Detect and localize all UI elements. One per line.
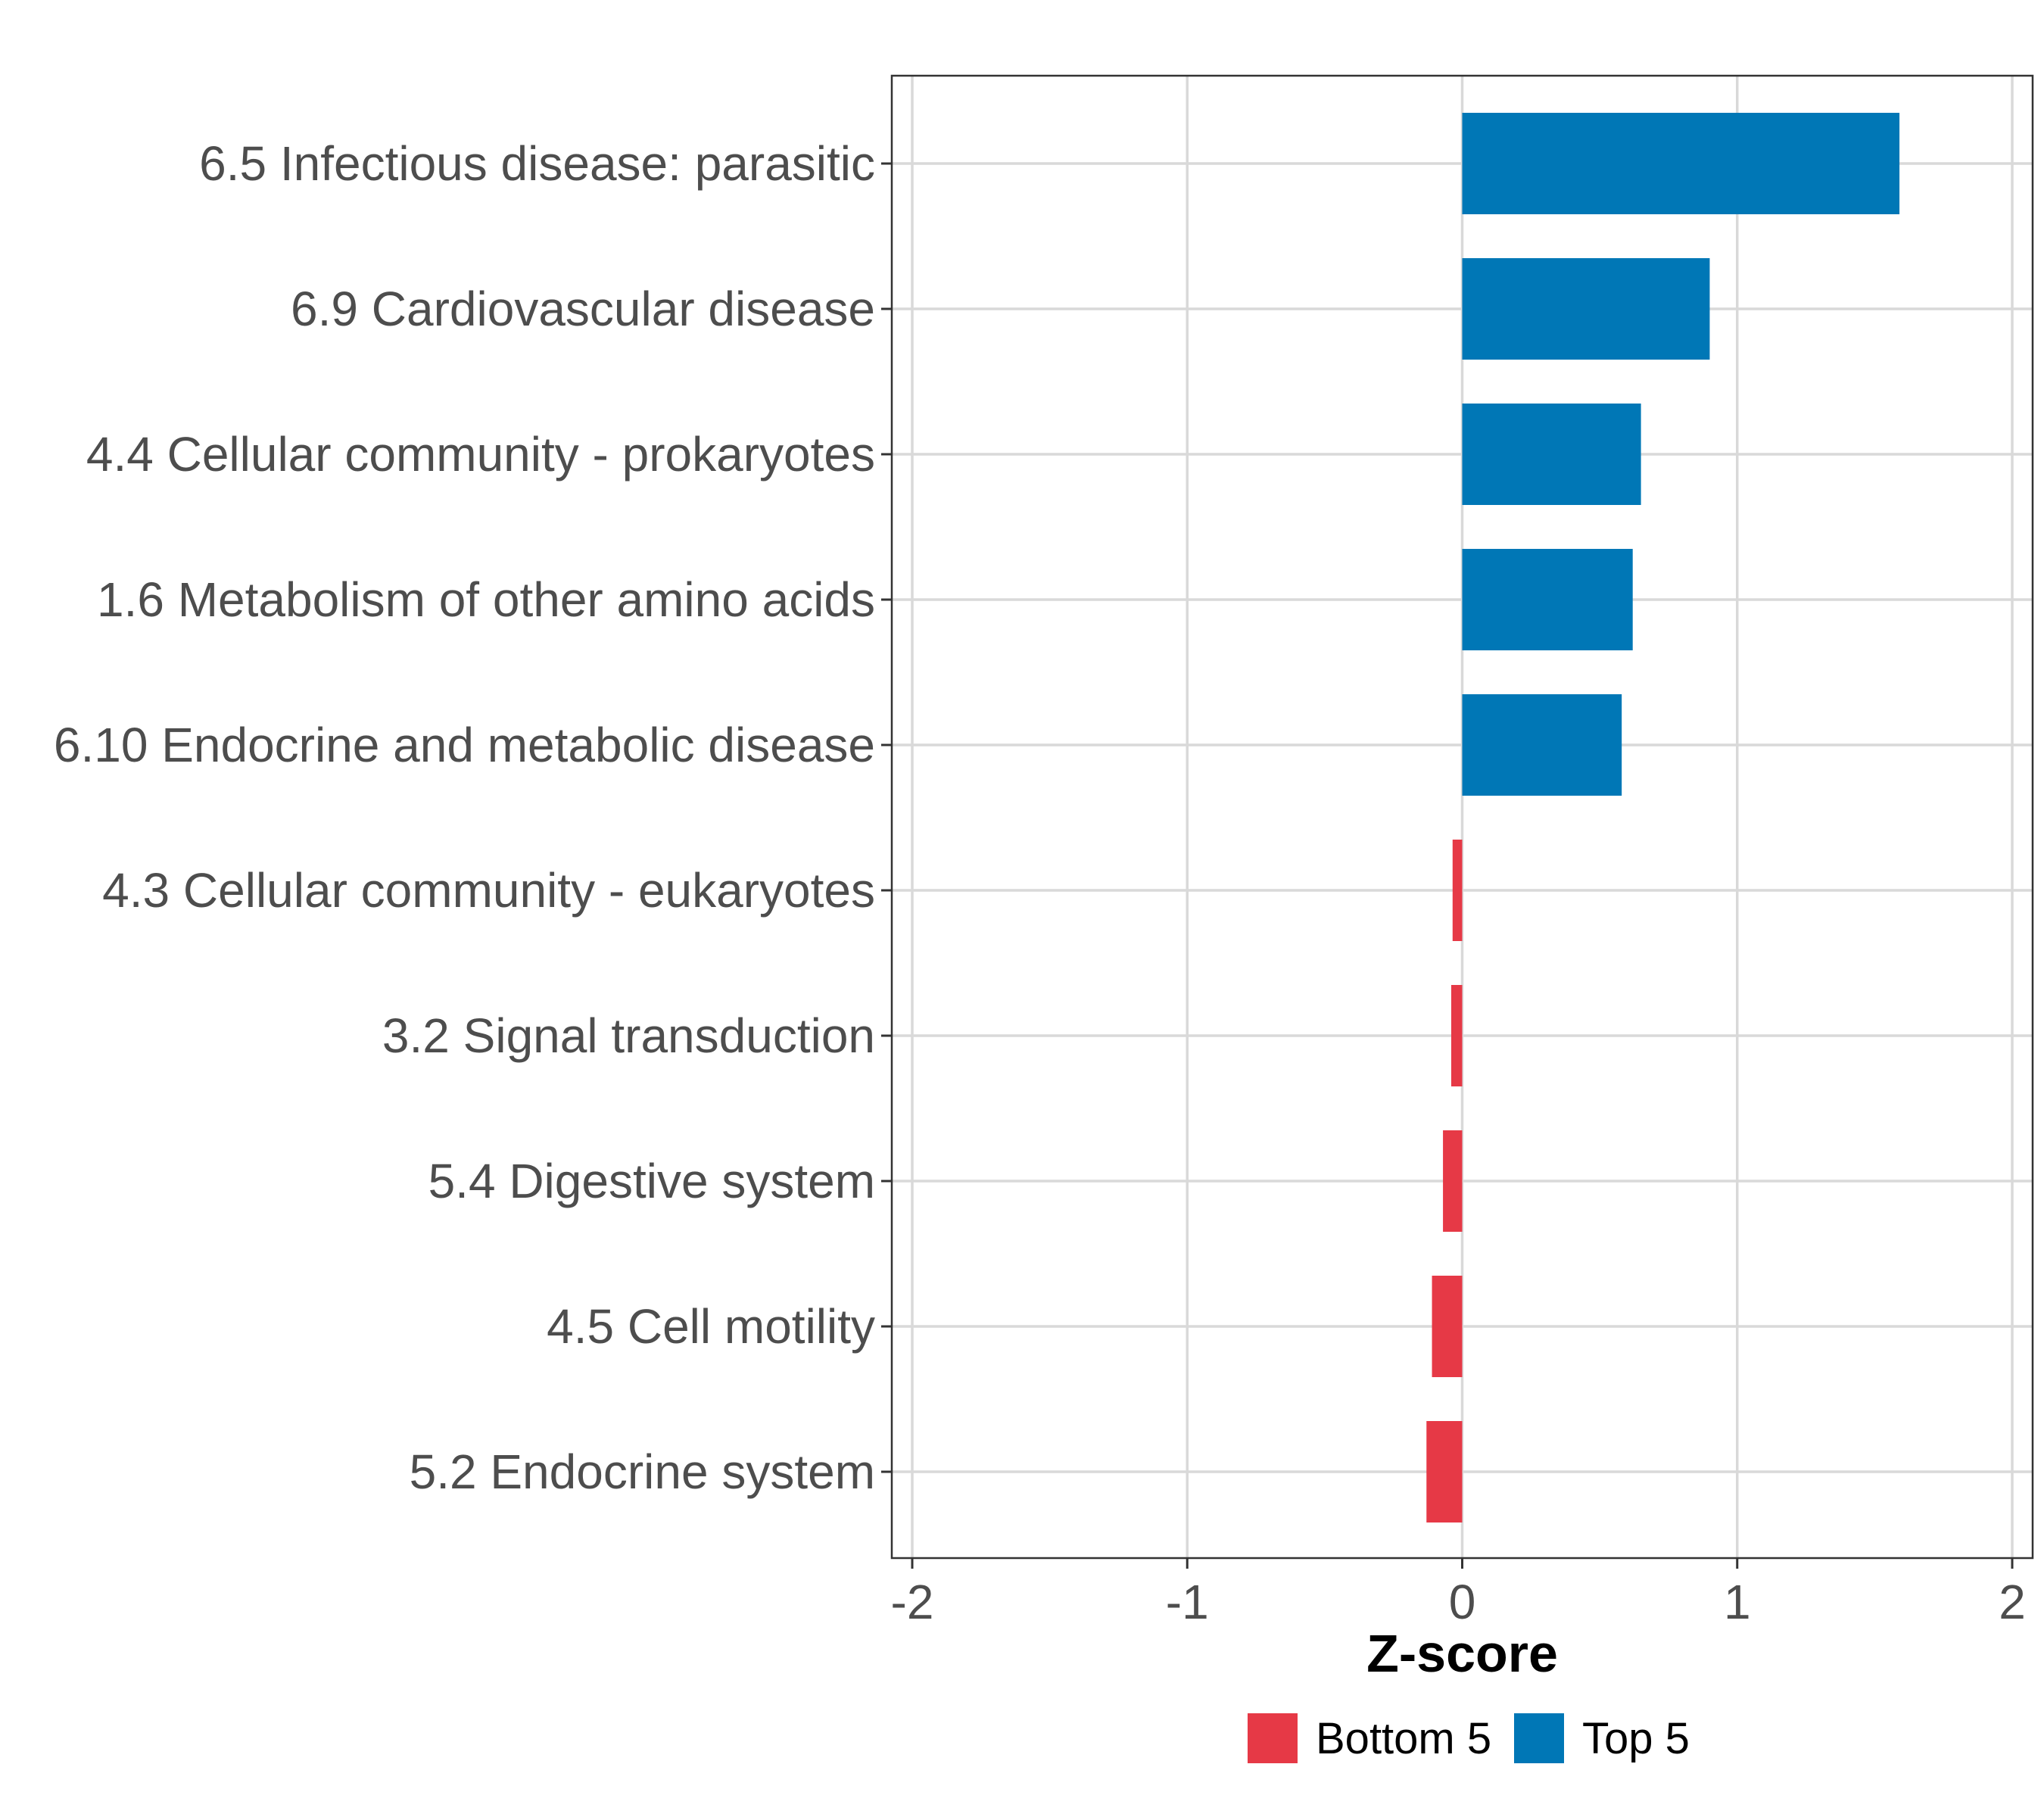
bar — [1452, 840, 1463, 941]
bar — [1443, 1130, 1463, 1232]
bar — [1462, 694, 1622, 796]
bar — [1462, 549, 1633, 650]
bar — [1426, 1421, 1463, 1522]
x-tick-label: -2 — [891, 1575, 934, 1629]
bar — [1462, 258, 1710, 360]
category-label: 1.6 Metabolism of other amino acids — [97, 572, 875, 627]
bar — [1450, 985, 1463, 1086]
category-label: 5.2 Endocrine system — [410, 1445, 875, 1499]
x-axis-title: Z-score — [1366, 1624, 1558, 1683]
bar-layer — [1426, 113, 1900, 1522]
x-tick-label: -1 — [1166, 1575, 1209, 1629]
bar — [1462, 113, 1900, 214]
legend: Bottom 5 Top 5 — [1248, 1713, 1690, 1763]
legend-swatch — [1248, 1713, 1298, 1763]
category-label: 3.2 Signal transduction — [382, 1008, 875, 1063]
axis-layer: 6.5 Infectious disease: parasitic 6.9 Car… — [54, 136, 2026, 1629]
legend-swatch — [1514, 1713, 1564, 1763]
category-label: 4.4 Cellular community - prokaryotes — [86, 427, 875, 482]
category-label: 5.4 Digestive system — [428, 1154, 875, 1208]
category-label: 6.9 Cardiovascular disease — [291, 282, 875, 336]
bar — [1432, 1276, 1463, 1377]
legend-label: Bottom 5 — [1316, 1714, 1491, 1763]
category-label: 4.5 Cell motility — [547, 1299, 875, 1354]
x-tick-label: 0 — [1449, 1575, 1476, 1629]
bar — [1462, 404, 1641, 505]
x-tick-label: 1 — [1724, 1575, 1751, 1629]
category-label: 6.10 Endocrine and metabolic disease — [54, 718, 875, 772]
legend-item: Bottom 5 — [1248, 1713, 1491, 1763]
legend-label: Top 5 — [1582, 1714, 1690, 1763]
category-label: 6.5 Infectious disease: parasitic — [199, 136, 875, 191]
category-label: 4.3 Cellular community - eukaryotes — [102, 863, 875, 918]
legend-item: Top 5 — [1514, 1713, 1690, 1763]
x-tick-label: 2 — [1999, 1575, 2026, 1629]
